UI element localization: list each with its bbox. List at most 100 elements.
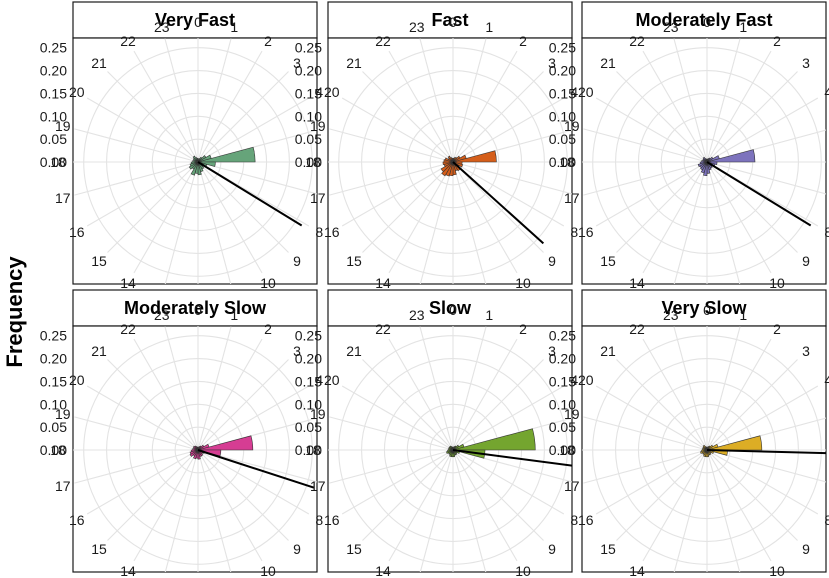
rose-bar [447,449,454,452]
grid-spoke [107,161,199,253]
grid-spoke [197,161,232,284]
hour-tick-label: 8 [315,224,323,240]
hour-tick-label: 18 [50,154,66,170]
hour-tick-label: 10 [260,563,276,578]
hour-tick-label: 3 [802,343,810,359]
grid-spoke [452,97,565,163]
rose-bar [189,449,199,457]
hour-tick-label: 1 [485,307,493,323]
grid-spoke [74,449,199,484]
hour-tick-label: 16 [324,512,340,528]
grid-spoke [452,338,518,451]
y-tick-label: 0.10 [549,108,576,124]
panel-strip [581,289,827,327]
hour-tick-label: 18 [305,442,321,458]
grid-spoke [329,128,454,163]
grid-spoke [133,449,199,562]
rose-bar [197,161,202,176]
hour-tick-label: 22 [120,321,136,337]
grid-spoke [452,449,487,572]
grid-spoke [362,71,454,163]
grid-spoke [452,161,565,227]
y-tick-label: 0.25 [40,40,67,56]
y-tick-label: 0.15 [40,373,67,389]
mean-direction-line [706,161,812,227]
hour-tick-label: 1 [739,307,747,323]
grid-spoke [706,449,819,515]
panel-title: Very Fast [155,10,235,30]
y-tick-label: 0.15 [295,85,322,101]
hour-tick-label: 9 [802,541,810,557]
hour-tick-label: 16 [324,224,340,240]
y-tick-label: 0.25 [40,328,67,344]
grid-spoke [452,71,544,163]
grid-spoke [673,449,708,572]
grid-spoke [197,71,289,163]
grid-spoke [583,449,708,484]
y-tick-label: 0.00 [549,442,576,458]
rose-bar [697,161,708,167]
mean-direction-line [706,449,826,455]
y-tick-label: 0.20 [549,63,576,79]
hour-tick-label: 10 [769,275,785,291]
hour-tick-label: 20 [69,372,85,388]
grid-spoke [74,161,199,196]
grid-spoke [341,385,454,451]
grid-spoke [362,359,454,451]
grid-spoke [452,161,544,253]
hour-tick-label: 14 [629,563,645,578]
grid-spoke [706,38,741,163]
hour-tick-label: 17 [564,190,580,206]
grid-spoke [197,161,289,253]
hour-tick-label: 9 [293,541,301,557]
hour-tick-label: 17 [310,478,326,494]
grid-spoke [388,338,454,451]
grid-spoke [673,38,708,163]
rose-bar [452,150,497,163]
hour-tick-label: 17 [564,478,580,494]
y-tick-label: 0.10 [295,396,322,412]
y-tick-label: 0.00 [295,442,322,458]
rose-bar [190,161,199,165]
y-tick-label: 0.25 [549,40,576,56]
y-tick-label: 0.00 [295,154,322,170]
hour-tick-label: 14 [629,275,645,291]
panel-title: Fast [431,10,468,30]
grid-spoke [706,449,772,562]
hour-tick-label: 14 [375,275,391,291]
grid-spoke [329,161,454,196]
panel-strip [327,1,573,39]
rose-bar [196,158,199,163]
hour-tick-label: 10 [515,563,531,578]
hour-tick-label: 0 [703,302,711,318]
grid-spoke [86,161,199,227]
grid-spoke [197,385,310,451]
rose-bar [197,449,201,460]
hour-tick-label: 15 [346,253,362,269]
grid-spoke [197,326,232,451]
hour-tick-label: 4 [824,372,829,388]
grid-spoke [133,338,199,451]
grid-spoke [706,161,772,274]
grid-spoke [164,161,199,284]
rose-bar [706,149,756,163]
y-tick-label: 0.10 [40,108,67,124]
hour-tick-label: 22 [375,33,391,49]
grid-spoke [341,97,454,163]
grid-spoke [164,326,199,451]
hour-tick-label: 19 [310,406,326,422]
hour-tick-label: 21 [346,343,362,359]
hour-tick-label: 9 [293,253,301,269]
rose-bar [701,449,708,452]
hour-tick-label: 20 [578,372,594,388]
hour-tick-label: 19 [55,406,71,422]
hour-tick-label: 1 [230,19,238,35]
grid-spoke [452,50,518,163]
grid-spoke [616,359,708,451]
grid-spoke [616,449,708,541]
hour-tick-label: 17 [55,478,71,494]
grid-spoke [595,385,708,451]
hour-tick-label: 23 [154,19,170,35]
rose-bar [447,155,454,163]
rose-bar [705,446,708,451]
